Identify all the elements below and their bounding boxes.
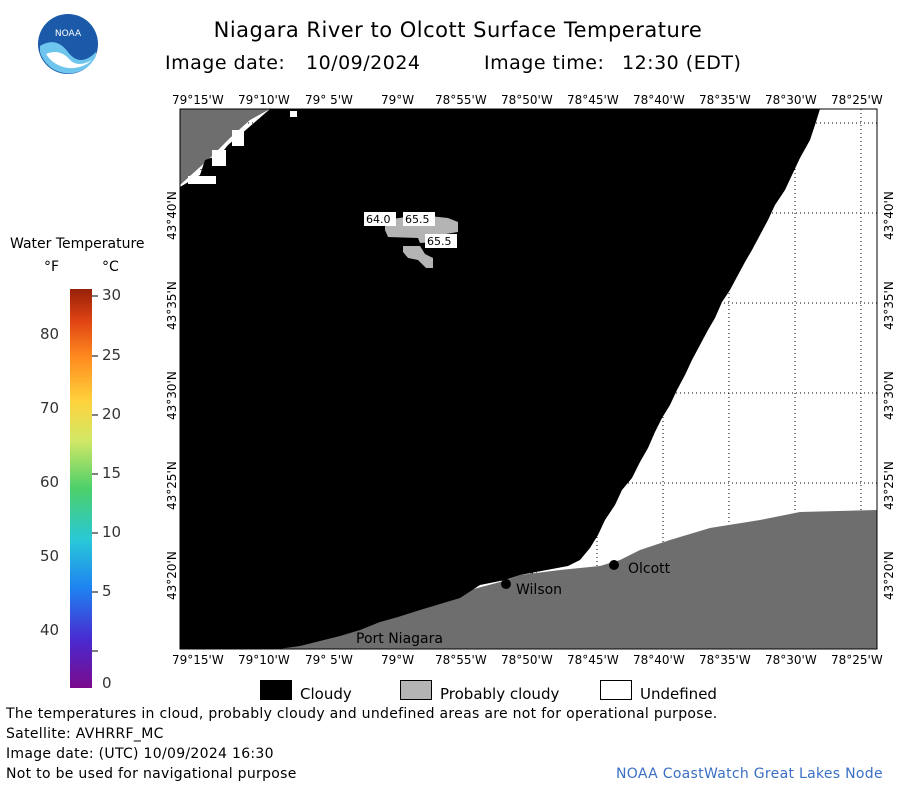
lon-tick-bottom: 78°55'W <box>435 653 487 667</box>
c-label: 20 <box>102 405 122 423</box>
cloud-area <box>180 109 820 649</box>
lon-tick-top: 79°W <box>381 93 415 107</box>
temp-label-box <box>425 234 457 248</box>
footer-note: The temperatures in cloud, probably clou… <box>6 706 718 722</box>
lon-tick-bottom: 78°50'W <box>501 653 553 667</box>
lon-tick-bottom: 79°W <box>381 653 415 667</box>
olcott-marker <box>609 560 619 570</box>
land-northwest <box>180 109 270 185</box>
c-label: 0 <box>102 674 112 692</box>
temp-label: 64.0 <box>366 213 391 226</box>
colorbar <box>70 289 92 688</box>
lon-tick-bottom: 79°15'W <box>172 653 224 667</box>
lon-tick-bottom: 78°25'W <box>831 653 883 667</box>
f-label: 40 <box>40 621 60 639</box>
lon-tick-top: 78°50'W <box>501 93 553 107</box>
lon-tick-top: 78°35'W <box>699 93 751 107</box>
f-label: 80 <box>40 325 60 343</box>
wilson-marker <box>501 579 511 589</box>
image-time-label: Image time: <box>484 52 605 74</box>
legend-swatch-probably-cloudy <box>400 680 432 700</box>
land-south-shore <box>180 510 877 649</box>
legend-swatch-undefined <box>600 680 632 700</box>
temp-label-box <box>403 212 435 226</box>
undefined-patch <box>212 150 226 166</box>
colorbar-title: Water Temperature <box>10 236 145 252</box>
unit-fahrenheit: °F <box>44 259 60 275</box>
legend-label-cloudy: Cloudy <box>300 685 352 703</box>
probably-cloudy-patch <box>403 246 433 268</box>
lon-tick-top: 78°45'W <box>567 93 619 107</box>
f-label: 70 <box>40 399 60 417</box>
lon-tick-top: 78°55'W <box>435 93 487 107</box>
f-label: 60 <box>40 473 60 491</box>
legend-swatch-cloudy <box>260 680 292 700</box>
image-date-label: Image date: <box>165 52 286 74</box>
c-label: 5 <box>102 582 112 600</box>
lon-tick-bottom: 78°40'W <box>633 653 685 667</box>
c-label: 30 <box>102 286 122 304</box>
legend-label-probably-cloudy: Probably cloudy <box>440 685 560 703</box>
undefined-patch <box>188 176 216 184</box>
image-time: 12:30 (EDT) <box>622 52 742 74</box>
footer-credit: NOAA CoastWatch Great Lakes Node <box>616 766 883 782</box>
place-label: Wilson <box>516 582 562 598</box>
temp-label: 65.5 <box>405 213 430 226</box>
lon-tick-bottom: 78°35'W <box>699 653 751 667</box>
c-label: 10 <box>102 523 122 541</box>
place-label: Olcott <box>628 561 671 577</box>
page-title: Niagara River to Olcott Surface Temperat… <box>213 18 703 42</box>
footer-utc-date: Image date: (UTC) 10/09/2024 16:30 <box>6 746 274 762</box>
c-label: 25 <box>102 346 122 364</box>
unit-celsius: °C <box>102 259 119 275</box>
footer-nav-warning: Not to be used for navigational purpose <box>6 766 297 782</box>
lon-tick-top: 79°15'W <box>172 93 224 107</box>
lon-tick-top: 78°30'W <box>765 93 817 107</box>
lon-tick-top: 78°25'W <box>831 93 883 107</box>
lon-tick-bottom: 78°45'W <box>567 653 619 667</box>
lon-tick-top: 78°40'W <box>633 93 685 107</box>
lon-tick-bottom: 78°30'W <box>765 653 817 667</box>
image-date: 10/09/2024 <box>306 52 421 74</box>
temp-label-box <box>364 212 396 226</box>
noaa-logo: NOAA <box>38 14 98 74</box>
lon-tick-bottom: 79° 5'W <box>305 653 353 667</box>
lon-tick-top: 79°10'W <box>238 93 290 107</box>
lon-tick-bottom: 79°10'W <box>238 653 290 667</box>
map-frame <box>179 108 878 650</box>
colorbar-ticks <box>92 295 98 652</box>
undefined-patch <box>232 130 244 146</box>
c-label: 15 <box>102 464 122 482</box>
f-label: 50 <box>40 547 60 565</box>
logo-text: NOAA <box>55 29 82 39</box>
undefined-patch <box>290 111 297 117</box>
place-label: Port Niagara <box>356 631 443 647</box>
temp-label: 65.5 <box>427 235 452 248</box>
footer-satellite: Satellite: AVHRRF_MC <box>6 726 164 742</box>
legend-label-undefined: Undefined <box>640 685 717 703</box>
lon-tick-top: 79° 5'W <box>305 93 353 107</box>
